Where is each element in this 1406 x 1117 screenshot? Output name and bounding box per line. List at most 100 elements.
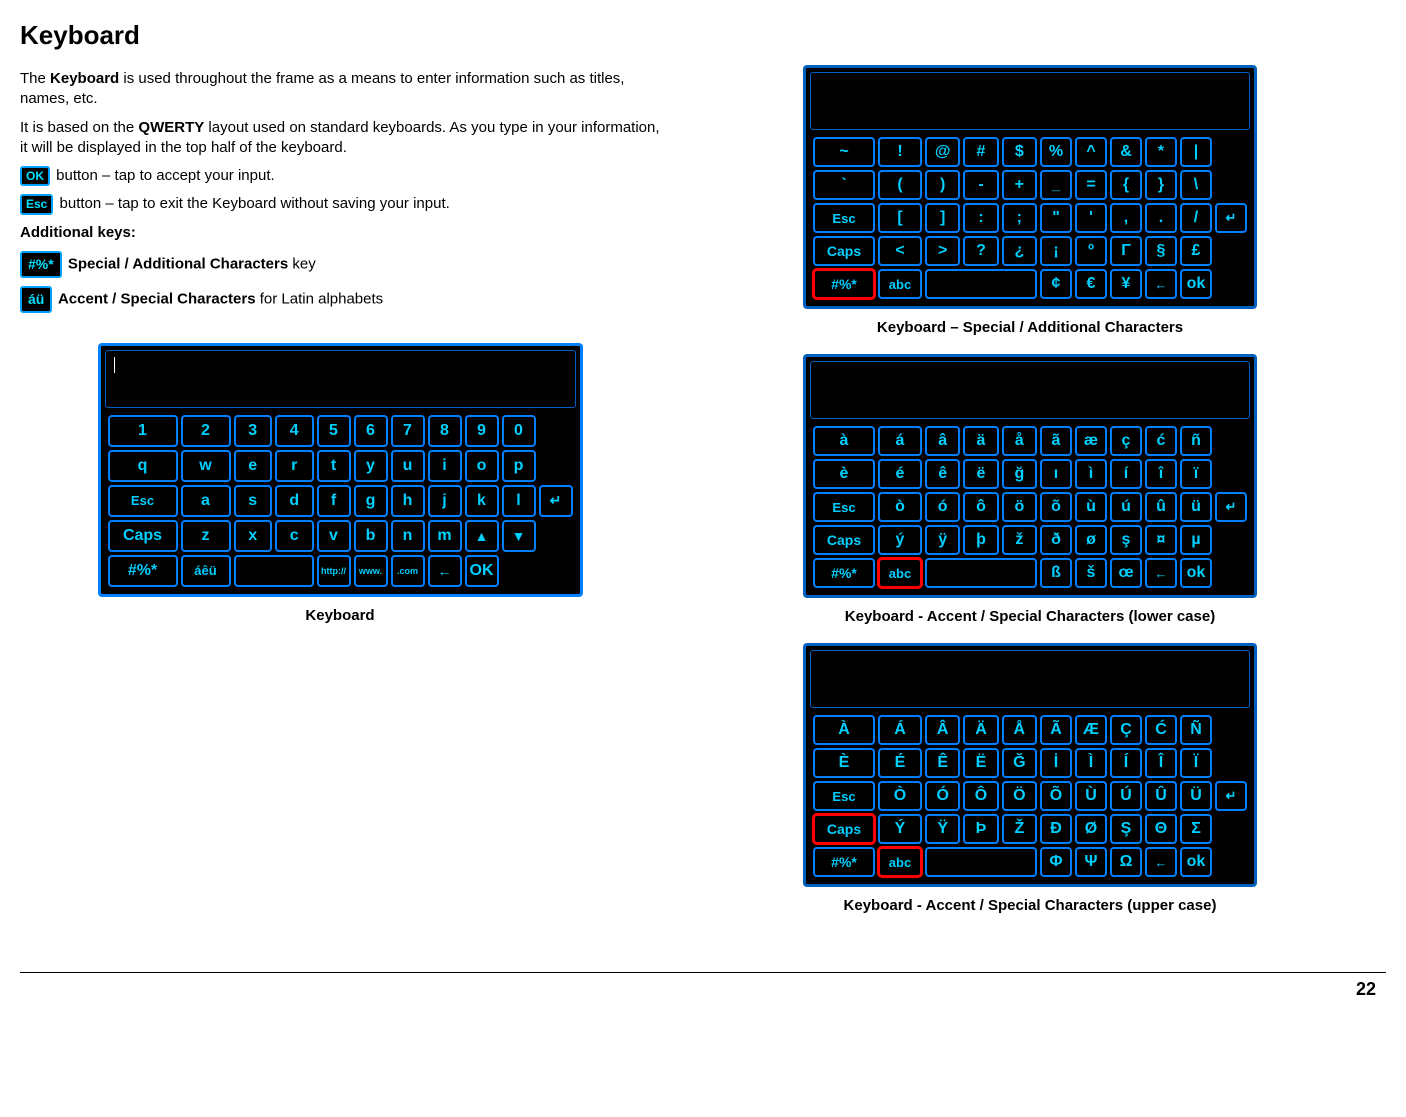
key[interactable]: Í (1110, 748, 1142, 778)
key[interactable]: Caps (813, 814, 875, 844)
key[interactable]: õ (1040, 492, 1072, 522)
key[interactable]: ↵ (1215, 203, 1247, 233)
key[interactable]: ê (925, 459, 960, 489)
key[interactable]: ó (925, 492, 960, 522)
key[interactable]: #%* (813, 558, 875, 588)
key[interactable]: abc (878, 847, 922, 877)
key[interactable]: Î (1145, 748, 1177, 778)
key[interactable]: i (428, 450, 462, 482)
key[interactable]: Σ (1180, 814, 1212, 844)
key[interactable]: Ä (963, 715, 998, 745)
key[interactable]: .com (391, 555, 425, 587)
key[interactable]: À (813, 715, 875, 745)
key[interactable]: Ù (1075, 781, 1107, 811)
key[interactable]: x (234, 520, 273, 552)
key[interactable]: p (502, 450, 536, 482)
key[interactable]: 9 (465, 415, 499, 447)
key[interactable]: ? (963, 236, 998, 266)
key[interactable]: £ (1180, 236, 1212, 266)
key[interactable]: 8 (428, 415, 462, 447)
key[interactable]: Ş (1110, 814, 1142, 844)
key[interactable]: ↵ (1215, 781, 1247, 811)
key[interactable]: ! (878, 137, 922, 167)
key[interactable]: | (1180, 137, 1212, 167)
key[interactable]: ø (1075, 525, 1107, 555)
key[interactable]: 1 (108, 415, 178, 447)
key[interactable]: * (1145, 137, 1177, 167)
key[interactable]: ð (1040, 525, 1072, 555)
key[interactable]: ë (963, 459, 998, 489)
key[interactable]: þ (963, 525, 998, 555)
key[interactable]: ć (1145, 426, 1177, 456)
key[interactable]: abc (878, 558, 922, 588)
key[interactable]: r (275, 450, 314, 482)
key[interactable]: ¤ (1145, 525, 1177, 555)
key[interactable]: abc (878, 269, 922, 299)
key[interactable]: ž (1002, 525, 1037, 555)
key[interactable]: € (1075, 269, 1107, 299)
key[interactable] (925, 558, 1037, 588)
key[interactable]: http:// (317, 555, 351, 587)
key[interactable]: www. (354, 555, 388, 587)
key[interactable] (234, 555, 314, 587)
key[interactable]: Esc (108, 485, 178, 517)
key[interactable]: c (275, 520, 314, 552)
key[interactable]: 2 (181, 415, 231, 447)
key[interactable]: z (181, 520, 231, 552)
key[interactable]: ö (1002, 492, 1037, 522)
key[interactable]: Û (1145, 781, 1177, 811)
key[interactable]: áêü (181, 555, 231, 587)
key[interactable]: Caps (813, 525, 875, 555)
key[interactable]: ı (1040, 459, 1072, 489)
key[interactable]: w (181, 450, 231, 482)
key[interactable]: ▲ (465, 520, 499, 552)
key[interactable]: ^ (1075, 137, 1107, 167)
key[interactable]: g (354, 485, 388, 517)
key[interactable]: \ (1180, 170, 1212, 200)
key[interactable]: ) (925, 170, 960, 200)
key[interactable]: ù (1075, 492, 1107, 522)
key[interactable]: ã (1040, 426, 1072, 456)
key[interactable]: É (878, 748, 922, 778)
key[interactable]: ← (1145, 558, 1177, 588)
key[interactable]: Γ (1110, 236, 1142, 266)
key[interactable]: ¡ (1040, 236, 1072, 266)
key[interactable]: Ñ (1180, 715, 1212, 745)
key[interactable]: Ô (963, 781, 998, 811)
key[interactable]: µ (1180, 525, 1212, 555)
key[interactable]: y (354, 450, 388, 482)
key[interactable]: u (391, 450, 425, 482)
key[interactable]: í (1110, 459, 1142, 489)
key[interactable]: æ (1075, 426, 1107, 456)
key[interactable]: 5 (317, 415, 351, 447)
key[interactable]: ü (1180, 492, 1212, 522)
key[interactable]: Ï (1180, 748, 1212, 778)
key[interactable]: ÿ (925, 525, 960, 555)
key[interactable]: Caps (108, 520, 178, 552)
key[interactable]: l (502, 485, 536, 517)
key[interactable]: î (1145, 459, 1177, 489)
key[interactable]: ok (1180, 558, 1212, 588)
key[interactable]: ( (878, 170, 922, 200)
key[interactable]: ¿ (1002, 236, 1037, 266)
key[interactable]: Ψ (1075, 847, 1107, 877)
key[interactable]: " (1040, 203, 1072, 233)
key[interactable]: Õ (1040, 781, 1072, 811)
key[interactable]: Caps (813, 236, 875, 266)
key[interactable]: n (391, 520, 425, 552)
key[interactable]: d (275, 485, 314, 517)
key[interactable]: #%* (108, 555, 178, 587)
key[interactable]: Ć (1145, 715, 1177, 745)
key[interactable]: è (813, 459, 875, 489)
key[interactable]: s (234, 485, 273, 517)
key[interactable]: Ğ (1002, 748, 1037, 778)
key[interactable]: b (354, 520, 388, 552)
key[interactable]: @ (925, 137, 960, 167)
key[interactable]: 7 (391, 415, 425, 447)
key[interactable]: Θ (1145, 814, 1177, 844)
key[interactable]: # (963, 137, 998, 167)
key[interactable]: § (1145, 236, 1177, 266)
key[interactable]: ò (878, 492, 922, 522)
key[interactable]: ß (1040, 558, 1072, 588)
key[interactable]: > (925, 236, 960, 266)
